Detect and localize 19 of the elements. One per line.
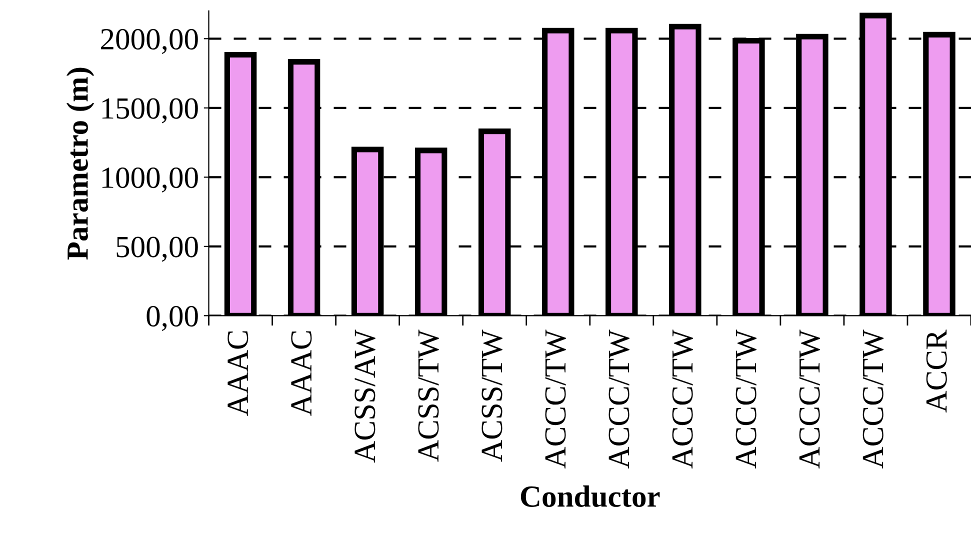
y-tick-label: 0,00 [146, 306, 198, 331]
x-tick-label: ACSS/TW [482, 330, 502, 462]
x-tick-label: ACSS/AW [354, 330, 376, 463]
y-tick-label: 500,00 [116, 236, 198, 262]
x-tick-label: ACCR [926, 330, 947, 412]
x-tick-label: ACCC/TW [672, 330, 693, 468]
x-tick-label: ACSS/TW [418, 330, 439, 462]
y-tick-label: 1000,00 [102, 167, 198, 192]
x-tick-label: AAAC [291, 331, 312, 416]
y-tick-label: 1500,00 [102, 98, 198, 124]
y-axis-title: Parametro (m) [66, 68, 94, 260]
x-axis-title: Conductor [520, 485, 660, 508]
y-tick-label: 2000,00 [101, 28, 198, 54]
x-tick-label: AAAC [228, 331, 248, 416]
x-tick-label: ACCC/TW [799, 330, 820, 468]
x-tick-label: ACCC/TW [545, 330, 566, 468]
x-tick-label: ACCC/TW [608, 330, 630, 468]
x-tick-label: ACCC/TW [736, 330, 756, 468]
x-tick-label: ACCC/TW [862, 330, 884, 468]
